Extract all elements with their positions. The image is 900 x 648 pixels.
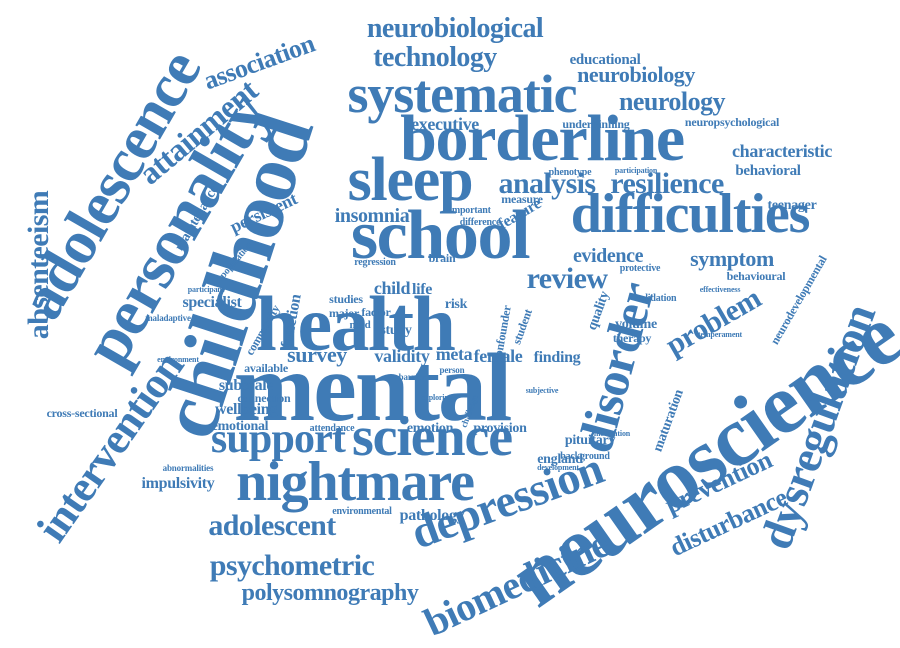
word: technology <box>373 42 497 73</box>
word: emotional <box>212 419 269 434</box>
word: provision <box>473 421 527 436</box>
word: attendance <box>310 423 355 434</box>
word: subjective <box>526 386 559 395</box>
word: intervention <box>27 343 193 551</box>
word: neuropsychological <box>685 115 780 129</box>
word: exploring <box>421 393 452 402</box>
word: health <box>256 280 456 367</box>
word: phenotype <box>549 167 592 178</box>
word: connection <box>238 391 291 405</box>
word: nightmare <box>236 451 474 513</box>
word: risk <box>445 297 468 312</box>
word: insomnia <box>335 205 410 227</box>
word: pathology <box>400 507 465 524</box>
word: symptom <box>690 246 774 271</box>
word: evidence <box>573 245 644 267</box>
word: participant <box>188 285 225 294</box>
word: review <box>527 262 609 295</box>
word: resilience <box>610 167 724 200</box>
word: wellbeing <box>215 401 277 418</box>
word: life <box>412 281 432 298</box>
word: available <box>244 361 289 375</box>
word: abnormalities <box>163 463 214 473</box>
word: participation <box>615 166 658 175</box>
word: barrier <box>399 372 426 382</box>
word: student <box>509 307 535 346</box>
word: finding <box>534 349 581 366</box>
word: maladaptive <box>145 313 191 323</box>
word: environment <box>157 355 199 364</box>
word: survey <box>287 342 347 367</box>
word: background <box>560 451 610 462</box>
word: female <box>474 346 523 366</box>
word: difference <box>460 217 501 228</box>
word: protective <box>620 263 661 274</box>
word: meta <box>436 344 473 364</box>
word: major <box>329 306 360 320</box>
word: absenteeism <box>22 190 55 339</box>
word: teenager <box>767 198 816 213</box>
word: important <box>449 205 491 216</box>
word: behavioural <box>727 269 787 283</box>
word: need <box>349 319 370 331</box>
word: pituitary <box>565 433 616 448</box>
word: development <box>537 463 579 472</box>
word: educational <box>570 52 641 68</box>
word: neurology <box>619 87 726 116</box>
word: sleep <box>348 146 473 214</box>
word: subscale <box>219 377 274 394</box>
word: therapy <box>613 331 652 345</box>
word: neurobiology <box>577 62 695 87</box>
word: regression <box>354 257 396 268</box>
word: difficulties <box>571 183 810 245</box>
word: analysis <box>499 167 596 200</box>
word: validation <box>636 293 677 304</box>
word: emotion <box>407 421 454 436</box>
word: effectiveness <box>700 285 741 294</box>
word: underpinning <box>562 117 629 131</box>
word: school <box>351 197 530 274</box>
word: adolescent <box>208 509 336 542</box>
word: medication <box>594 429 631 438</box>
word: study <box>380 323 412 338</box>
word: studies <box>329 292 363 306</box>
word: science <box>352 406 512 468</box>
word: measure <box>501 192 543 206</box>
word: mental <box>234 334 511 442</box>
word: systematic <box>347 64 576 124</box>
word: specialist <box>182 294 242 311</box>
word: child <box>374 278 411 298</box>
word: neurobiological <box>367 13 544 44</box>
word: borderline <box>400 102 684 175</box>
word: england <box>537 452 583 467</box>
word: factor <box>361 305 391 319</box>
word: person <box>440 365 465 375</box>
word: psychometric <box>210 549 375 582</box>
word: brain <box>429 251 456 265</box>
word: support <box>211 416 346 462</box>
word: characteristic <box>732 141 832 161</box>
word: temperament <box>698 330 742 339</box>
word: executive <box>411 114 479 134</box>
word: volume <box>615 317 657 332</box>
word: cross-sectional <box>47 406 119 420</box>
word: association <box>200 28 320 95</box>
word: validity <box>374 346 429 366</box>
word: polysomnography <box>242 580 419 606</box>
word: behavioral <box>735 163 800 179</box>
word: impulsivity <box>142 475 215 492</box>
word: environmental <box>332 506 392 517</box>
